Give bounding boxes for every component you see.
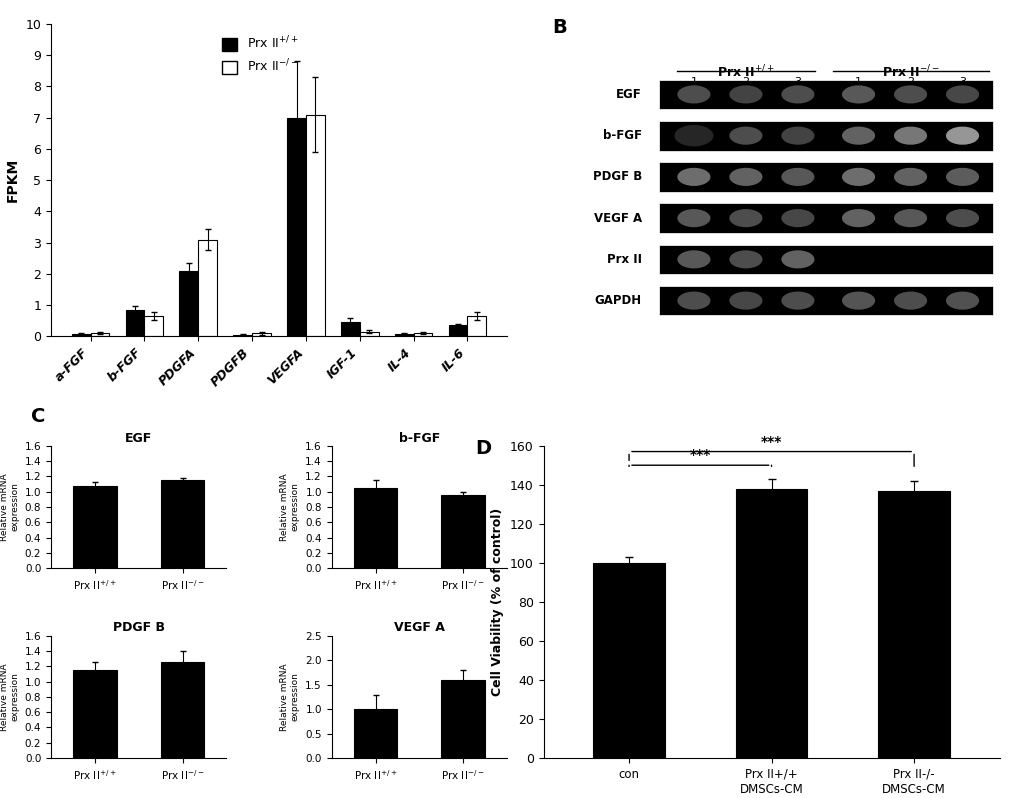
Bar [125, 310, 145, 336]
Ellipse shape [945, 127, 978, 144]
Y-axis label: FPKM: FPKM [6, 158, 19, 202]
Ellipse shape [781, 85, 814, 104]
Ellipse shape [945, 291, 978, 310]
Ellipse shape [893, 209, 926, 227]
FancyBboxPatch shape [658, 203, 991, 233]
Bar [91, 333, 109, 336]
FancyBboxPatch shape [658, 80, 991, 109]
Bar [71, 334, 91, 336]
Ellipse shape [729, 127, 762, 144]
Ellipse shape [677, 291, 710, 310]
FancyBboxPatch shape [658, 162, 991, 192]
Text: ***: *** [760, 435, 782, 448]
Ellipse shape [677, 209, 710, 227]
Bar [414, 334, 432, 336]
Text: 2: 2 [742, 77, 749, 86]
Text: VEGF A: VEGF A [593, 211, 641, 224]
Y-axis label: Relative mRNA
expression: Relative mRNA expression [0, 663, 19, 731]
Y-axis label: Relative mRNA
expression: Relative mRNA expression [280, 663, 300, 731]
Bar [448, 326, 467, 336]
Ellipse shape [729, 209, 762, 227]
Ellipse shape [729, 168, 762, 186]
Bar [160, 480, 204, 568]
Ellipse shape [893, 85, 926, 104]
Text: ***: *** [689, 448, 710, 462]
Title: PDGF B: PDGF B [112, 622, 164, 634]
Ellipse shape [677, 127, 710, 144]
Ellipse shape [781, 251, 814, 268]
Text: 2: 2 [906, 77, 913, 86]
Ellipse shape [729, 251, 762, 268]
Text: D: D [475, 440, 491, 458]
Text: C: C [31, 407, 45, 426]
Text: 3: 3 [794, 77, 801, 86]
Ellipse shape [674, 125, 712, 146]
Title: VEGF A: VEGF A [393, 622, 444, 634]
Title: EGF: EGF [125, 432, 152, 444]
Text: 1: 1 [854, 77, 861, 86]
Ellipse shape [677, 251, 710, 268]
Ellipse shape [729, 85, 762, 104]
Bar [72, 670, 116, 758]
Text: PDGF B: PDGF B [592, 171, 641, 184]
Text: b-FGF: b-FGF [602, 129, 641, 142]
Title: b-FGF: b-FGF [398, 432, 439, 444]
Bar [145, 316, 163, 336]
Bar [198, 239, 217, 336]
Ellipse shape [841, 168, 874, 186]
Ellipse shape [841, 291, 874, 310]
Bar [394, 334, 414, 336]
Bar [179, 271, 198, 336]
Bar [306, 115, 324, 336]
Ellipse shape [945, 209, 978, 227]
Text: Prx II: Prx II [606, 253, 641, 266]
Ellipse shape [893, 168, 926, 186]
Text: EGF: EGF [615, 88, 641, 101]
Bar [252, 334, 271, 336]
Bar [354, 488, 397, 568]
Text: Prx II$^{+/+}$: Prx II$^{+/+}$ [716, 64, 773, 81]
Text: 1: 1 [690, 77, 697, 86]
FancyBboxPatch shape [658, 120, 991, 151]
Y-axis label: Relative mRNA
expression: Relative mRNA expression [0, 473, 19, 541]
Ellipse shape [841, 85, 874, 104]
Legend: Prx II$^{+/+}$, Prx II$^{-/-}$: Prx II$^{+/+}$, Prx II$^{-/-}$ [217, 30, 304, 80]
FancyBboxPatch shape [658, 244, 991, 275]
Bar [467, 316, 486, 336]
Ellipse shape [945, 168, 978, 186]
Ellipse shape [781, 168, 814, 186]
Bar [72, 485, 116, 568]
Bar [877, 491, 949, 758]
Y-axis label: Cell Viability (% of control): Cell Viability (% of control) [491, 508, 503, 696]
Bar [286, 117, 306, 336]
Ellipse shape [781, 209, 814, 227]
Bar [233, 335, 252, 336]
Text: B: B [552, 18, 567, 37]
Ellipse shape [781, 127, 814, 144]
Ellipse shape [841, 127, 874, 144]
Ellipse shape [841, 209, 874, 227]
Text: GAPDH: GAPDH [594, 294, 641, 307]
Bar [160, 662, 204, 758]
Bar [736, 488, 806, 758]
Bar [354, 709, 397, 758]
Bar [593, 563, 664, 758]
Ellipse shape [729, 291, 762, 310]
Ellipse shape [677, 168, 710, 186]
Ellipse shape [893, 291, 926, 310]
Text: 3: 3 [958, 77, 965, 86]
Y-axis label: Relative mRNA
expression: Relative mRNA expression [280, 473, 300, 541]
Ellipse shape [893, 127, 926, 144]
FancyBboxPatch shape [658, 286, 991, 315]
Bar [441, 496, 485, 568]
Bar [360, 332, 378, 336]
Text: Prx II$^{-/-}$: Prx II$^{-/-}$ [880, 64, 938, 81]
Bar [340, 322, 360, 336]
Bar [441, 680, 485, 758]
Ellipse shape [677, 85, 710, 104]
Ellipse shape [945, 85, 978, 104]
Ellipse shape [781, 291, 814, 310]
